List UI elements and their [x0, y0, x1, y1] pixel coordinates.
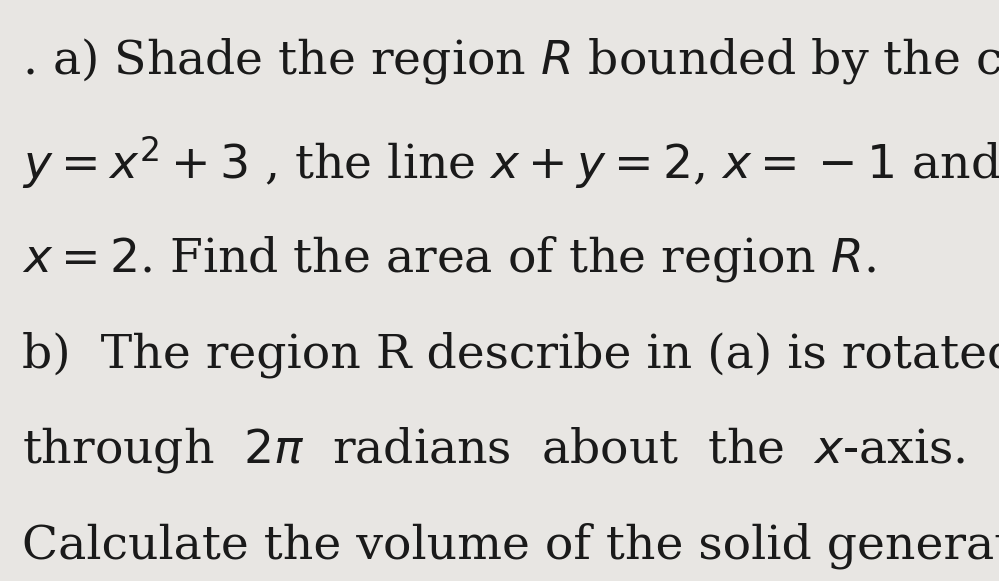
- Text: Calculate the volume of the solid generated.: Calculate the volume of the solid genera…: [22, 523, 999, 569]
- Text: $y = x^2 +3$ , the line $x + y = 2$, $x = -1$ and: $y = x^2 +3$ , the line $x + y = 2$, $x …: [22, 134, 999, 191]
- Text: $x = 2$. Find the area of the region $R$.: $x = 2$. Find the area of the region $R$…: [22, 234, 876, 284]
- Text: through  $2\pi$  radians  about  the  $x$-axis.: through $2\pi$ radians about the $x$-axi…: [22, 425, 966, 475]
- Text: . a) Shade the region $R$ bounded by the curve: . a) Shade the region $R$ bounded by the…: [22, 36, 999, 86]
- Text: b)  The region R describe in (a) is rotated: b) The region R describe in (a) is rotat…: [22, 331, 999, 378]
